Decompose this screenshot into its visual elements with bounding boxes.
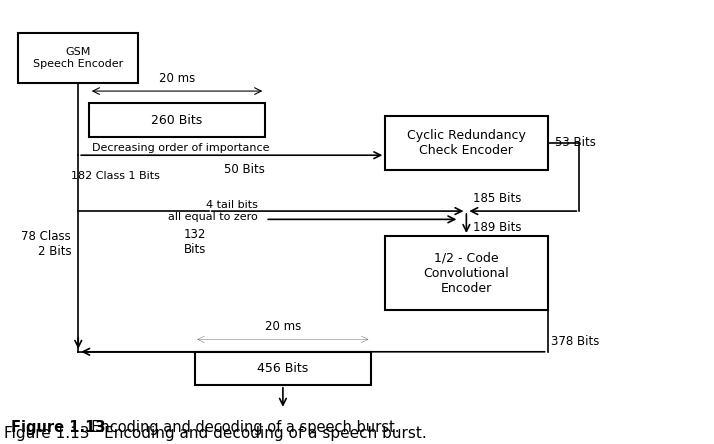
Text: 50 Bits: 50 Bits	[223, 163, 264, 177]
Text: 78 Class
2 Bits: 78 Class 2 Bits	[21, 230, 71, 258]
Text: Cyclic Redundancy
Check Encoder: Cyclic Redundancy Check Encoder	[407, 129, 526, 157]
Text: 4 tail bits
all equal to zero: 4 tail bits all equal to zero	[169, 200, 258, 222]
FancyBboxPatch shape	[386, 116, 548, 170]
FancyBboxPatch shape	[386, 236, 548, 310]
Text: GSM
Speech Encoder: GSM Speech Encoder	[33, 47, 124, 69]
FancyBboxPatch shape	[19, 33, 139, 83]
Text: Decreasing order of importance: Decreasing order of importance	[92, 143, 270, 153]
Text: Figure 1.13: Figure 1.13	[11, 420, 105, 435]
Text: 53 Bits: 53 Bits	[555, 136, 595, 149]
Text: 20 ms: 20 ms	[265, 320, 301, 333]
Text: 260 Bits: 260 Bits	[151, 114, 203, 127]
Text: 456 Bits: 456 Bits	[257, 362, 308, 375]
Text: Figure 1.13   Encoding and decoding of a speech burst.: Figure 1.13 Encoding and decoding of a s…	[4, 426, 427, 441]
FancyBboxPatch shape	[195, 352, 371, 385]
FancyBboxPatch shape	[89, 103, 266, 137]
Text: 20 ms: 20 ms	[159, 72, 195, 85]
Text: 182 Class 1 Bits: 182 Class 1 Bits	[71, 171, 160, 181]
Text: 378 Bits: 378 Bits	[551, 335, 600, 348]
Text: 132
Bits: 132 Bits	[183, 228, 206, 256]
Text: 189 Bits: 189 Bits	[473, 221, 522, 234]
Text: Encoding and decoding of a speech burst.: Encoding and decoding of a speech burst.	[82, 420, 400, 435]
Text: 1/2 - Code
Convolutional
Encoder: 1/2 - Code Convolutional Encoder	[423, 252, 509, 295]
Text: 185 Bits: 185 Bits	[473, 192, 522, 205]
